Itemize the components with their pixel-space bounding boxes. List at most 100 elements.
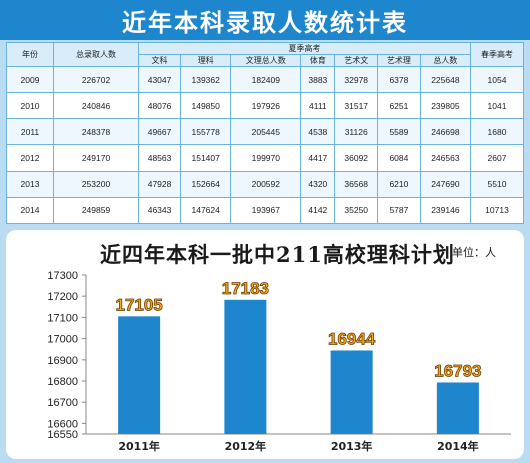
- y-tick-label: 17300: [47, 270, 78, 282]
- x-category-label: 2014年: [437, 439, 479, 453]
- admission-table: 年份 总录取人数 夏季高考 春季高考 文科 理科 文理总人数 体育 艺术文 艺术理 总人数 …: [6, 42, 524, 225]
- table-cell: 46343: [137, 196, 182, 225]
- table-cell: 240846: [53, 92, 139, 120]
- table-cell: 249859: [53, 196, 139, 225]
- table-cell: 2010: [6, 92, 54, 120]
- sub-header-cell: 理科: [180, 54, 232, 67]
- admission-table-container: 年份 总录取人数 夏季高考 春季高考 文科 理科 文理总人数 体育 艺术文 艺术理 总人数 …: [6, 42, 524, 225]
- table-cell: 2012: [6, 144, 54, 172]
- y-tick-label: 16900: [47, 355, 78, 367]
- table-cell: 6084: [377, 144, 421, 172]
- table-cell: 4320: [300, 170, 336, 198]
- table-row: 2011 248378 49667 155778 205445 4538 31126 5589…: [6, 118, 524, 146]
- bar-value-label: 17105: [115, 295, 162, 314]
- table-cell: 1041: [470, 92, 524, 120]
- table-cell: 49667: [137, 118, 182, 146]
- table-cell: 43047: [137, 65, 182, 94]
- y-tick-label: 16800: [47, 376, 78, 388]
- table-cell: 205445: [230, 118, 302, 146]
- table-cell: 1054: [470, 65, 524, 94]
- bar-value-label: 16944: [328, 329, 376, 348]
- table-cell: 2607: [470, 144, 524, 172]
- table-cell: 1680: [470, 118, 524, 146]
- table-cell: 147624: [180, 196, 232, 225]
- table-cell: 48563: [137, 144, 182, 172]
- table-row: 2013 253200 47928 152664 200592 4320 36568 6210…: [6, 170, 524, 198]
- table-cell: 4142: [300, 196, 336, 225]
- sub-header-cell: 总人数: [419, 54, 472, 67]
- sub-header-cell: 文科: [137, 54, 182, 67]
- header-summer-exam: 夏季高考: [138, 42, 471, 55]
- y-tick-label: 16700: [47, 397, 78, 409]
- table-cell: 199970: [230, 144, 302, 172]
- sub-header-cell: 艺术文: [334, 54, 379, 67]
- x-category-label: 2013年: [331, 439, 373, 453]
- sub-header-cell: 艺术理: [377, 54, 421, 67]
- table-cell: 5510: [470, 170, 524, 198]
- table-cell: 31126: [334, 118, 379, 146]
- y-tick-label: 16550: [47, 429, 78, 441]
- table-cell: 248378: [53, 118, 139, 146]
- chart-title: 近四年本科一批中211高校理科计划: [100, 242, 455, 267]
- bar-value-label: 17183: [222, 279, 269, 298]
- table-cell: 197926: [230, 92, 302, 120]
- header-spring-exam: 春季高考: [470, 42, 524, 67]
- table-cell: 4111: [300, 92, 336, 120]
- y-tick-label: 17200: [47, 291, 78, 303]
- table-cell: 253200: [53, 170, 139, 198]
- table-cell: 48076: [137, 92, 182, 120]
- table-cell: 182409: [230, 65, 302, 94]
- table-cell: 247690: [419, 170, 472, 198]
- table-cell: 4538: [300, 118, 336, 146]
- table-cell: 32978: [334, 65, 379, 94]
- sub-header-cell: 体育: [300, 54, 336, 67]
- table-cell: 3883: [300, 65, 336, 94]
- table-row: 2014 249859 46343 147624 193967 4142 35250 5787…: [6, 196, 524, 225]
- table-cell: 152664: [180, 170, 232, 198]
- x-category-label: 2012年: [225, 439, 267, 453]
- table-cell: 193967: [230, 196, 302, 225]
- table-cell: 155778: [180, 118, 232, 146]
- table-cell: 246698: [419, 118, 472, 146]
- chart-panel: 近四年本科一批中211高校理科计划 单位：人 16550 16600 16700 16…: [6, 230, 524, 459]
- table-cell: 2011: [6, 118, 54, 146]
- bar: [330, 350, 373, 434]
- table-cell: 36092: [334, 144, 379, 172]
- y-tick-label: 16600: [47, 418, 78, 430]
- sub-header-cell: 文理总人数: [230, 54, 302, 67]
- bar: [436, 382, 479, 434]
- table-cell: 151407: [180, 144, 232, 172]
- table-cell: 225648: [419, 65, 472, 94]
- table-cell: 36568: [334, 170, 379, 198]
- table-cell: 6210: [377, 170, 421, 198]
- table-body: 2009 226702 43047 139362 182409 3883 32978 6378…: [6, 65, 524, 225]
- table-cell: 246563: [419, 144, 472, 172]
- x-category-label: 2011年: [118, 439, 160, 453]
- table-cell: 47928: [137, 170, 182, 198]
- bar: [118, 316, 161, 434]
- table-cell: 2014: [6, 196, 54, 225]
- table-cell: 6378: [377, 65, 421, 94]
- table-cell: 249170: [53, 144, 139, 172]
- table-cell: 35250: [334, 196, 379, 225]
- table-cell: 10713: [470, 196, 524, 225]
- table-row: 2012 249170 48563 151407 199970 4417 36092 6084…: [6, 144, 524, 172]
- y-tick-label: 17100: [47, 312, 78, 324]
- table-cell: 239146: [419, 196, 472, 225]
- table-cell: 2013: [6, 170, 54, 198]
- table-row: 2010 240846 48076 149850 197926 4111 31517 6251…: [6, 92, 524, 120]
- header-year: 年份: [6, 42, 54, 67]
- table-cell: 31517: [334, 92, 379, 120]
- table-cell: 239805: [419, 92, 472, 120]
- page-title: 近年本科录取人数统计表: [0, 0, 530, 40]
- header-total-admitted: 总录取人数: [53, 42, 139, 67]
- table-cell: 5787: [377, 196, 421, 225]
- table-cell: 5589: [377, 118, 421, 146]
- table-cell: 6251: [377, 92, 421, 120]
- bar-value-label: 16793: [434, 361, 481, 380]
- table-cell: 226702: [53, 65, 139, 94]
- y-tick-label: 17000: [47, 334, 78, 346]
- chart-unit-label: 单位：人: [452, 246, 496, 259]
- table-cell: 139362: [180, 65, 232, 94]
